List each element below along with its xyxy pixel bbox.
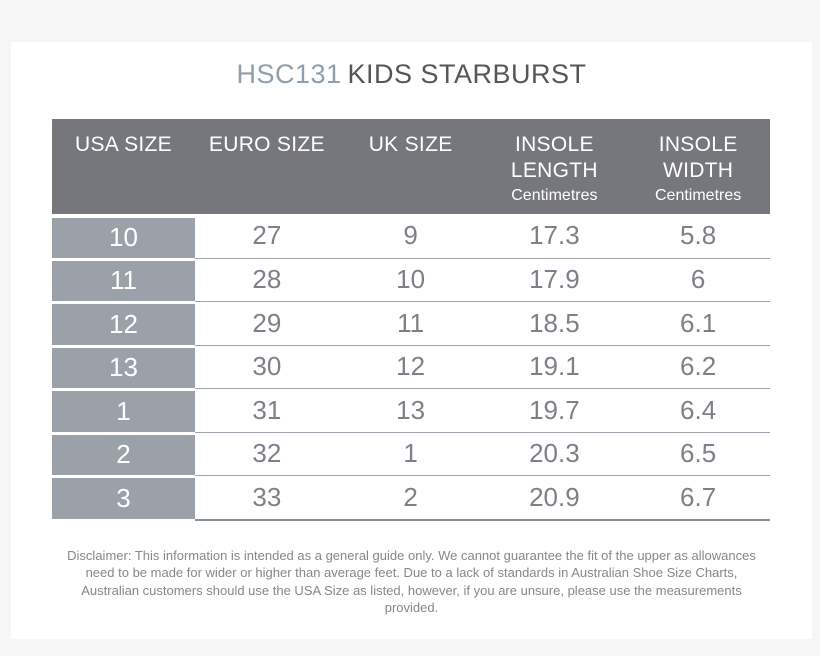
insole-length-cell: 20.9: [482, 475, 627, 519]
header-insole-width: INSOLE WIDTH Centimetres: [626, 119, 770, 214]
insole-length-cell: 20.3: [482, 431, 627, 475]
table-row: 1 31 13 19.7 6.4: [52, 388, 770, 432]
insole-width-cell: 6.5: [626, 431, 770, 475]
insole-width-cell: 6.2: [626, 344, 770, 388]
uk-size-cell: 12: [338, 344, 483, 388]
euro-size-cell: 32: [195, 431, 339, 475]
insole-width-cell: 6.7: [626, 475, 770, 519]
euro-size-cell: 28: [195, 257, 339, 301]
usa-size-cell: 10: [52, 214, 195, 258]
header-label: USA SIZE: [75, 133, 172, 156]
insole-length-cell: 18.5: [482, 301, 627, 345]
header-sublabel-centimetres: Centimetres: [655, 187, 742, 204]
insole-width-cell: 6: [626, 257, 770, 301]
table-body: 10 27 9 17.3 5.8 11 28 10 17.9 6 12 29 1…: [52, 214, 770, 519]
table-row: 11 28 10 17.9 6: [52, 257, 770, 301]
euro-size-cell: 31: [195, 388, 339, 432]
header-euro-size: EURO SIZE: [195, 119, 339, 214]
table-row: 10 27 9 17.3 5.8: [52, 214, 770, 258]
euro-size-cell: 29: [195, 301, 339, 345]
header-insole-length: INSOLE LENGTH Centimetres: [483, 119, 627, 214]
insole-length-cell: 17.3: [482, 214, 627, 258]
header-label: INSOLE LENGTH: [510, 133, 598, 182]
uk-size-cell: 10: [338, 257, 483, 301]
size-chart-table: USA SIZE EURO SIZE UK SIZE INSOLE LENGTH…: [52, 119, 770, 521]
table-row: 12 29 11 18.5 6.1: [52, 301, 770, 345]
insole-width-cell: 6.1: [626, 301, 770, 345]
uk-size-cell: 2: [338, 475, 483, 519]
header-usa-size: USA SIZE: [52, 119, 195, 214]
product-code: HSC131: [236, 59, 342, 89]
uk-size-cell: 9: [338, 214, 483, 258]
euro-size-cell: 30: [195, 344, 339, 388]
table-row: 13 30 12 19.1 6.2: [52, 344, 770, 388]
usa-size-cell: 1: [52, 388, 195, 432]
euro-size-cell: 27: [195, 214, 339, 258]
usa-size-cell: 2: [52, 431, 195, 475]
table-header-row: USA SIZE EURO SIZE UK SIZE INSOLE LENGTH…: [52, 119, 770, 214]
header-label: INSOLE WIDTH: [658, 133, 738, 182]
header-uk-size: UK SIZE: [339, 119, 483, 214]
uk-size-cell: 1: [338, 431, 483, 475]
table-bottom-border: [195, 518, 770, 521]
usa-size-cell: 12: [52, 301, 195, 345]
header-sublabel-centimetres: Centimetres: [511, 187, 598, 204]
uk-size-cell: 13: [338, 388, 483, 432]
page-title: HSC131 KIDS STARBURST: [11, 42, 812, 91]
header-label: UK SIZE: [368, 133, 453, 156]
insole-width-cell: 5.8: [626, 214, 770, 258]
size-chart-card: HSC131 KIDS STARBURST USA SIZE EURO SIZE …: [11, 42, 812, 639]
table-row: 2 32 1 20.3 6.5: [52, 431, 770, 475]
header-label: EURO SIZE: [208, 133, 325, 156]
euro-size-cell: 33: [195, 475, 339, 519]
insole-length-cell: 19.1: [482, 344, 627, 388]
usa-size-cell: 11: [52, 257, 195, 301]
usa-size-cell: 13: [52, 344, 195, 388]
insole-length-cell: 19.7: [482, 388, 627, 432]
product-name: KIDS STARBURST: [347, 59, 587, 89]
disclaimer-text: Disclaimer: This information is intended…: [67, 547, 756, 616]
insole-length-cell: 17.9: [482, 257, 627, 301]
insole-width-cell: 6.4: [626, 388, 770, 432]
usa-size-cell: 3: [52, 475, 195, 519]
uk-size-cell: 11: [338, 301, 483, 345]
table-row: 3 33 2 20.9 6.7: [52, 475, 770, 519]
